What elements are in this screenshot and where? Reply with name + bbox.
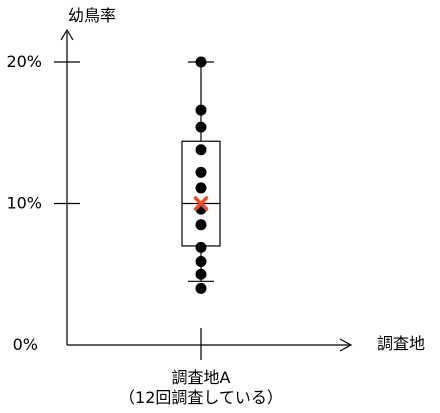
data-points [195,56,207,294]
data-point [195,121,207,133]
data-point [195,56,207,68]
axes [60,28,353,360]
data-point [195,241,207,253]
category-label-line2: （12回調査している） [119,388,283,407]
x-axis-label: 調査地 [377,334,425,353]
mean-marker-stroke-b [193,196,209,211]
data-point [195,268,207,280]
y-axis-arrow [60,28,74,41]
y-axis-label: 幼鳥率 [68,6,116,25]
data-point [195,219,207,231]
iqr-box [181,140,221,247]
y-tick-label: 10% [6,194,42,213]
data-point [195,144,207,156]
data-point [195,182,207,194]
y-tick-label: 0% [13,335,38,354]
data-point [195,256,207,268]
y-tick-label: 20% [6,52,42,71]
category-label-line1: 調査地A [172,368,231,387]
y-ticks: 0% 10% 20% [6,52,80,354]
data-point [195,282,207,294]
x-axis-arrow [339,338,353,352]
mean-marker [193,196,209,211]
data-point [195,166,207,178]
data-point [195,104,207,116]
